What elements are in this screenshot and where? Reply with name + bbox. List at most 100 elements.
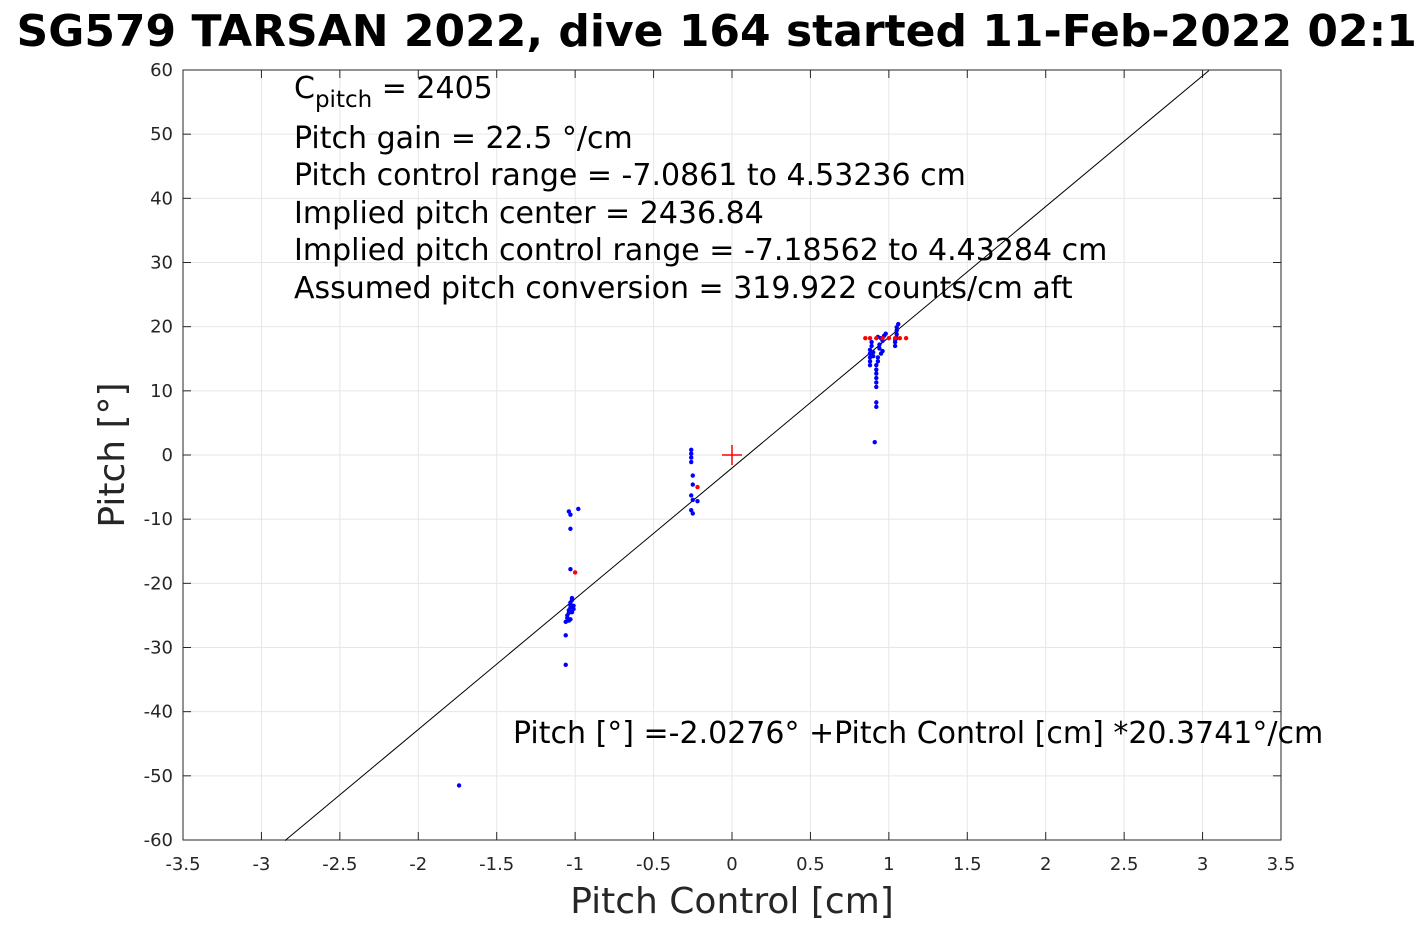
red-data-point [886, 336, 892, 341]
x-tick-label: 0.5 [796, 854, 825, 875]
annotation-cpitch-sub: pitch [315, 87, 372, 113]
blue-data-point [689, 447, 694, 453]
blue-data-point [689, 459, 694, 465]
red-data-point [880, 336, 885, 341]
blue-data-point [883, 331, 888, 336]
fit-equation: Pitch [°] =-2.0276° +Pitch Control [cm] … [513, 716, 1323, 751]
blue-data-point [869, 343, 874, 349]
annotation-implied-center: Implied pitch center = 2436.84 [294, 196, 764, 231]
blue-data-point [874, 400, 879, 405]
x-tick-label: -3 [252, 854, 270, 875]
y-tick-label: -40 [144, 702, 173, 723]
annotation-cpitch: Cpitch = 2405 [294, 71, 493, 113]
blue-data-point [571, 606, 576, 612]
blue-data-point [690, 482, 695, 487]
blue-data-point [867, 359, 873, 364]
fit-line [284, 70, 1210, 841]
blue-data-point [568, 567, 573, 572]
annotation-pitch-control-range: Pitch control range = -7.0861 to 4.53236… [294, 158, 966, 193]
y-tick-label: 20 [150, 317, 173, 338]
y-tick-label: -10 [144, 509, 173, 530]
blue-data-point [877, 346, 882, 351]
x-tick-label: 0 [726, 854, 737, 875]
y-tick-label: 10 [150, 381, 173, 402]
blue-data-point [875, 359, 881, 364]
y-tick-label: 0 [162, 445, 173, 466]
blue-data-point [880, 348, 885, 354]
x-tick-label: -2.5 [322, 854, 357, 875]
blue-data-point [894, 332, 899, 337]
blue-data-point [867, 362, 873, 368]
annotation-pitch-gain: Pitch gain = 22.5 °/cm [294, 121, 633, 156]
blue-data-point [867, 347, 873, 352]
x-tick-label: 1 [883, 854, 894, 875]
y-tick-label: 60 [150, 60, 173, 81]
x-tick-label: -1.5 [479, 854, 514, 875]
blue-data-point [563, 633, 568, 638]
annotation-conversion: Assumed pitch conversion = 319.922 count… [294, 271, 1073, 306]
blue-data-point [569, 595, 575, 601]
y-tick-label: -50 [144, 766, 173, 787]
x-axis: -3.5 -3 -2.5 -2 -1.5 -1 -0.5 0 0.5 1 1.5 2 2.5 3 3.5 [165, 70, 1295, 875]
y-axis-label: Pitch [°] [92, 382, 133, 527]
blue-data-point [566, 618, 572, 623]
blue-data-point [563, 662, 568, 668]
x-tick-label: -0.5 [636, 854, 671, 875]
y-tick-label: 50 [150, 124, 173, 145]
blue-data-point [877, 342, 882, 347]
blue-data-point [874, 362, 879, 368]
blue-data-point [874, 380, 879, 385]
blue-data-point [690, 497, 695, 503]
blue-data-point [689, 455, 694, 460]
red-data-point [863, 336, 868, 341]
red-data-point [874, 336, 879, 341]
blue-data-point [869, 339, 874, 345]
chart-title: SG579 TARSAN 2022, dive 164 started 11-F… [17, 6, 1417, 57]
y-tick-label: 30 [150, 253, 173, 274]
x-tick-label: 3.5 [1267, 854, 1296, 875]
x-tick-label: -3.5 [165, 854, 200, 875]
blue-data-point [896, 321, 901, 327]
red-data-point [903, 336, 909, 341]
blue-data-point [872, 439, 877, 445]
data-points [456, 321, 909, 788]
x-tick-label: -1 [566, 854, 584, 875]
y-tick-label: -60 [144, 830, 173, 851]
y-tick-label: 40 [150, 188, 173, 209]
blue-data-point [456, 783, 462, 788]
red-data-point [572, 570, 578, 575]
blue-data-point [874, 404, 879, 410]
x-axis-label: Pitch Control [cm] [570, 881, 894, 922]
blue-data-point [689, 451, 694, 456]
blue-data-point [892, 343, 898, 349]
blue-data-point [690, 511, 695, 516]
blue-data-point [571, 603, 576, 608]
red-data-point [867, 336, 873, 341]
y-tick-label: -20 [144, 573, 173, 594]
annotation-cpitch-value: = 2405 [372, 71, 493, 106]
red-data-point [892, 336, 898, 341]
blue-data-point [690, 473, 695, 478]
grid-lines [182, 69, 1282, 841]
blue-data-point [576, 506, 581, 512]
y-axis: -60 -50 -40 -30 -20 -10 0 10 20 30 40 50 60 [144, 60, 1281, 851]
x-tick-label: 1.5 [953, 854, 982, 875]
x-tick-label: 2 [1040, 854, 1051, 875]
blue-data-point [870, 350, 876, 355]
blue-data-point [874, 367, 879, 372]
blue-data-point [689, 493, 694, 498]
blue-data-point [870, 353, 876, 359]
center-marker [722, 445, 742, 465]
x-tick-label: 2.5 [1110, 854, 1139, 875]
blue-data-point [875, 355, 881, 360]
blue-data-point [566, 509, 572, 514]
red-data-point [897, 336, 903, 341]
blue-data-point [874, 375, 879, 381]
red-data-point [695, 484, 700, 490]
blue-data-point [568, 526, 573, 531]
blue-data-point [874, 371, 879, 376]
annotation-cpitch-base: C [294, 71, 315, 106]
annotation-implied-range: Implied pitch control range = -7.18562 t… [294, 233, 1107, 268]
x-tick-label: -2 [409, 854, 427, 875]
